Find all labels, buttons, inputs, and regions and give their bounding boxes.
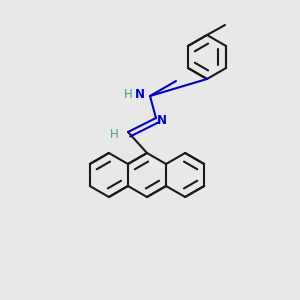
Text: H: H xyxy=(124,88,132,101)
Text: N: N xyxy=(135,88,145,100)
Text: N: N xyxy=(157,115,167,128)
Text: H: H xyxy=(110,128,118,140)
